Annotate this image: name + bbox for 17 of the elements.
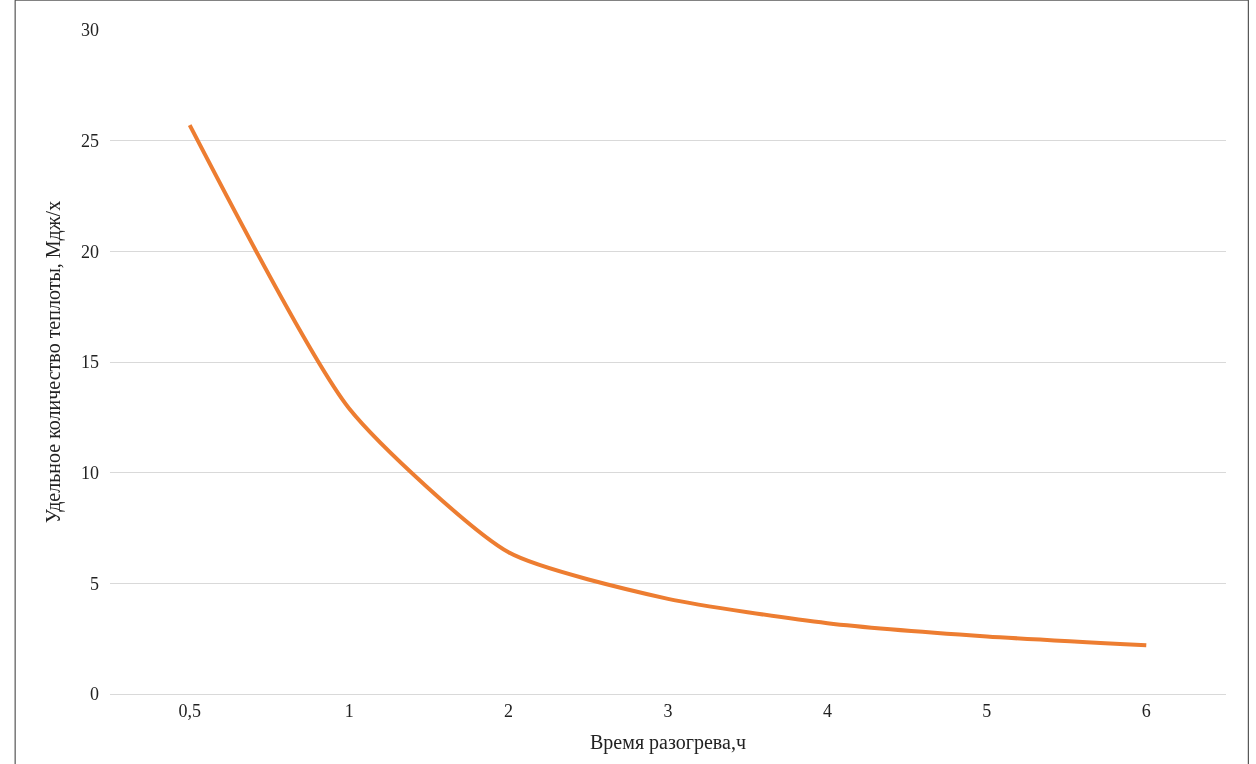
x-tick-label: 3 [663, 700, 673, 721]
x-tick-label: 4 [822, 700, 832, 721]
x-tick-label: 0,5 [178, 700, 201, 721]
line-series [187, 123, 1149, 648]
x-tick-label: 2 [504, 700, 514, 721]
x-tick-label: 5 [982, 700, 992, 721]
y-tick-label: 20 [81, 241, 99, 262]
y-axis-title: Удельное количество теплоты, Мдж/х [41, 200, 65, 524]
y-tick-label: 15 [81, 352, 99, 373]
y-tick-label: 30 [81, 20, 99, 41]
y-tick-label: 10 [81, 462, 99, 483]
y-tick-label: 5 [90, 573, 99, 594]
x-tick-label: 6 [1141, 700, 1151, 721]
x-tick-label: 1 [344, 700, 354, 721]
y-tick-label: 25 [81, 130, 99, 151]
y-tick-label: 0 [90, 684, 99, 705]
x-axis-title: Время разогрева,ч [590, 731, 746, 755]
